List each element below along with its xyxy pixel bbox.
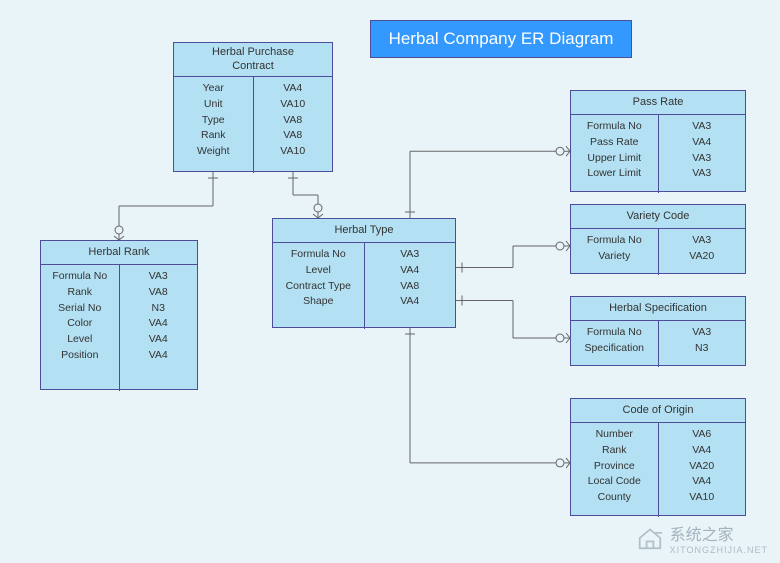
entity-body: YearUnitTypeRankWeightVA4VA10VA8VA8VA10 — [174, 77, 332, 173]
attr-types: VA3VA8N3VA4VA4VA4 — [119, 265, 198, 391]
attr-types: VA3N3 — [658, 321, 746, 367]
diagram-title-text: Herbal Company ER Diagram — [389, 29, 614, 49]
entity-title: Code of Origin — [571, 399, 745, 423]
entity-variety: Variety CodeFormula NoVarietyVA3VA20 — [570, 204, 746, 274]
entity-body: Formula NoLevelContract TypeShapeVA3VA4V… — [273, 243, 455, 329]
entity-purchase: Herbal PurchaseContractYearUnitTypeRankW… — [173, 42, 333, 172]
attr-names: NumberRankProvinceLocal CodeCounty — [571, 423, 658, 517]
diagram-canvas: Herbal Company ER Diagram Herbal Purchas… — [0, 0, 780, 563]
attr-types: VA3VA20 — [658, 229, 746, 275]
entity-body: Formula NoSpecificationVA3N3 — [571, 321, 745, 367]
entity-body: Formula NoRankSerial NoColorLevelPositio… — [41, 265, 197, 391]
attr-names: Formula NoLevelContract TypeShape — [273, 243, 364, 329]
attr-types: VA3VA4VA3VA3 — [658, 115, 746, 193]
entity-type: Herbal TypeFormula NoLevelContract TypeS… — [272, 218, 456, 328]
entity-passrate: Pass RateFormula NoPass RateUpper LimitL… — [570, 90, 746, 192]
entity-body: Formula NoPass RateUpper LimitLower Limi… — [571, 115, 745, 193]
watermark-sub: XITONGZHIJIA.NET — [670, 545, 768, 555]
attr-names: Formula NoRankSerial NoColorLevelPositio… — [41, 265, 119, 391]
entity-title: Variety Code — [571, 205, 745, 229]
entity-title: Herbal Specification — [571, 297, 745, 321]
house-icon — [636, 526, 664, 550]
entity-body: Formula NoVarietyVA3VA20 — [571, 229, 745, 275]
entity-body: NumberRankProvinceLocal CodeCountyVA6VA4… — [571, 423, 745, 517]
attr-names: Formula NoSpecification — [571, 321, 658, 367]
entity-title: Herbal Type — [273, 219, 455, 243]
entity-origin: Code of OriginNumberRankProvinceLocal Co… — [570, 398, 746, 516]
attr-names: Formula NoPass RateUpper LimitLower Limi… — [571, 115, 658, 193]
entity-title: Herbal PurchaseContract — [174, 43, 332, 77]
entity-title: Herbal Rank — [41, 241, 197, 265]
entity-spec: Herbal SpecificationFormula NoSpecificat… — [570, 296, 746, 366]
diagram-title: Herbal Company ER Diagram — [370, 20, 632, 58]
watermark-text: 系统之家 — [670, 527, 734, 544]
attr-types: VA3VA4VA8VA4 — [364, 243, 456, 329]
entity-rank: Herbal RankFormula NoRankSerial NoColorL… — [40, 240, 198, 390]
attr-types: VA6VA4VA20VA4VA10 — [658, 423, 746, 517]
attr-names: Formula NoVariety — [571, 229, 658, 275]
attr-names: YearUnitTypeRankWeight — [174, 77, 253, 173]
watermark: 系统之家 XITONGZHIJIA.NET — [636, 521, 768, 555]
attr-types: VA4VA10VA8VA8VA10 — [253, 77, 333, 173]
entity-title: Pass Rate — [571, 91, 745, 115]
